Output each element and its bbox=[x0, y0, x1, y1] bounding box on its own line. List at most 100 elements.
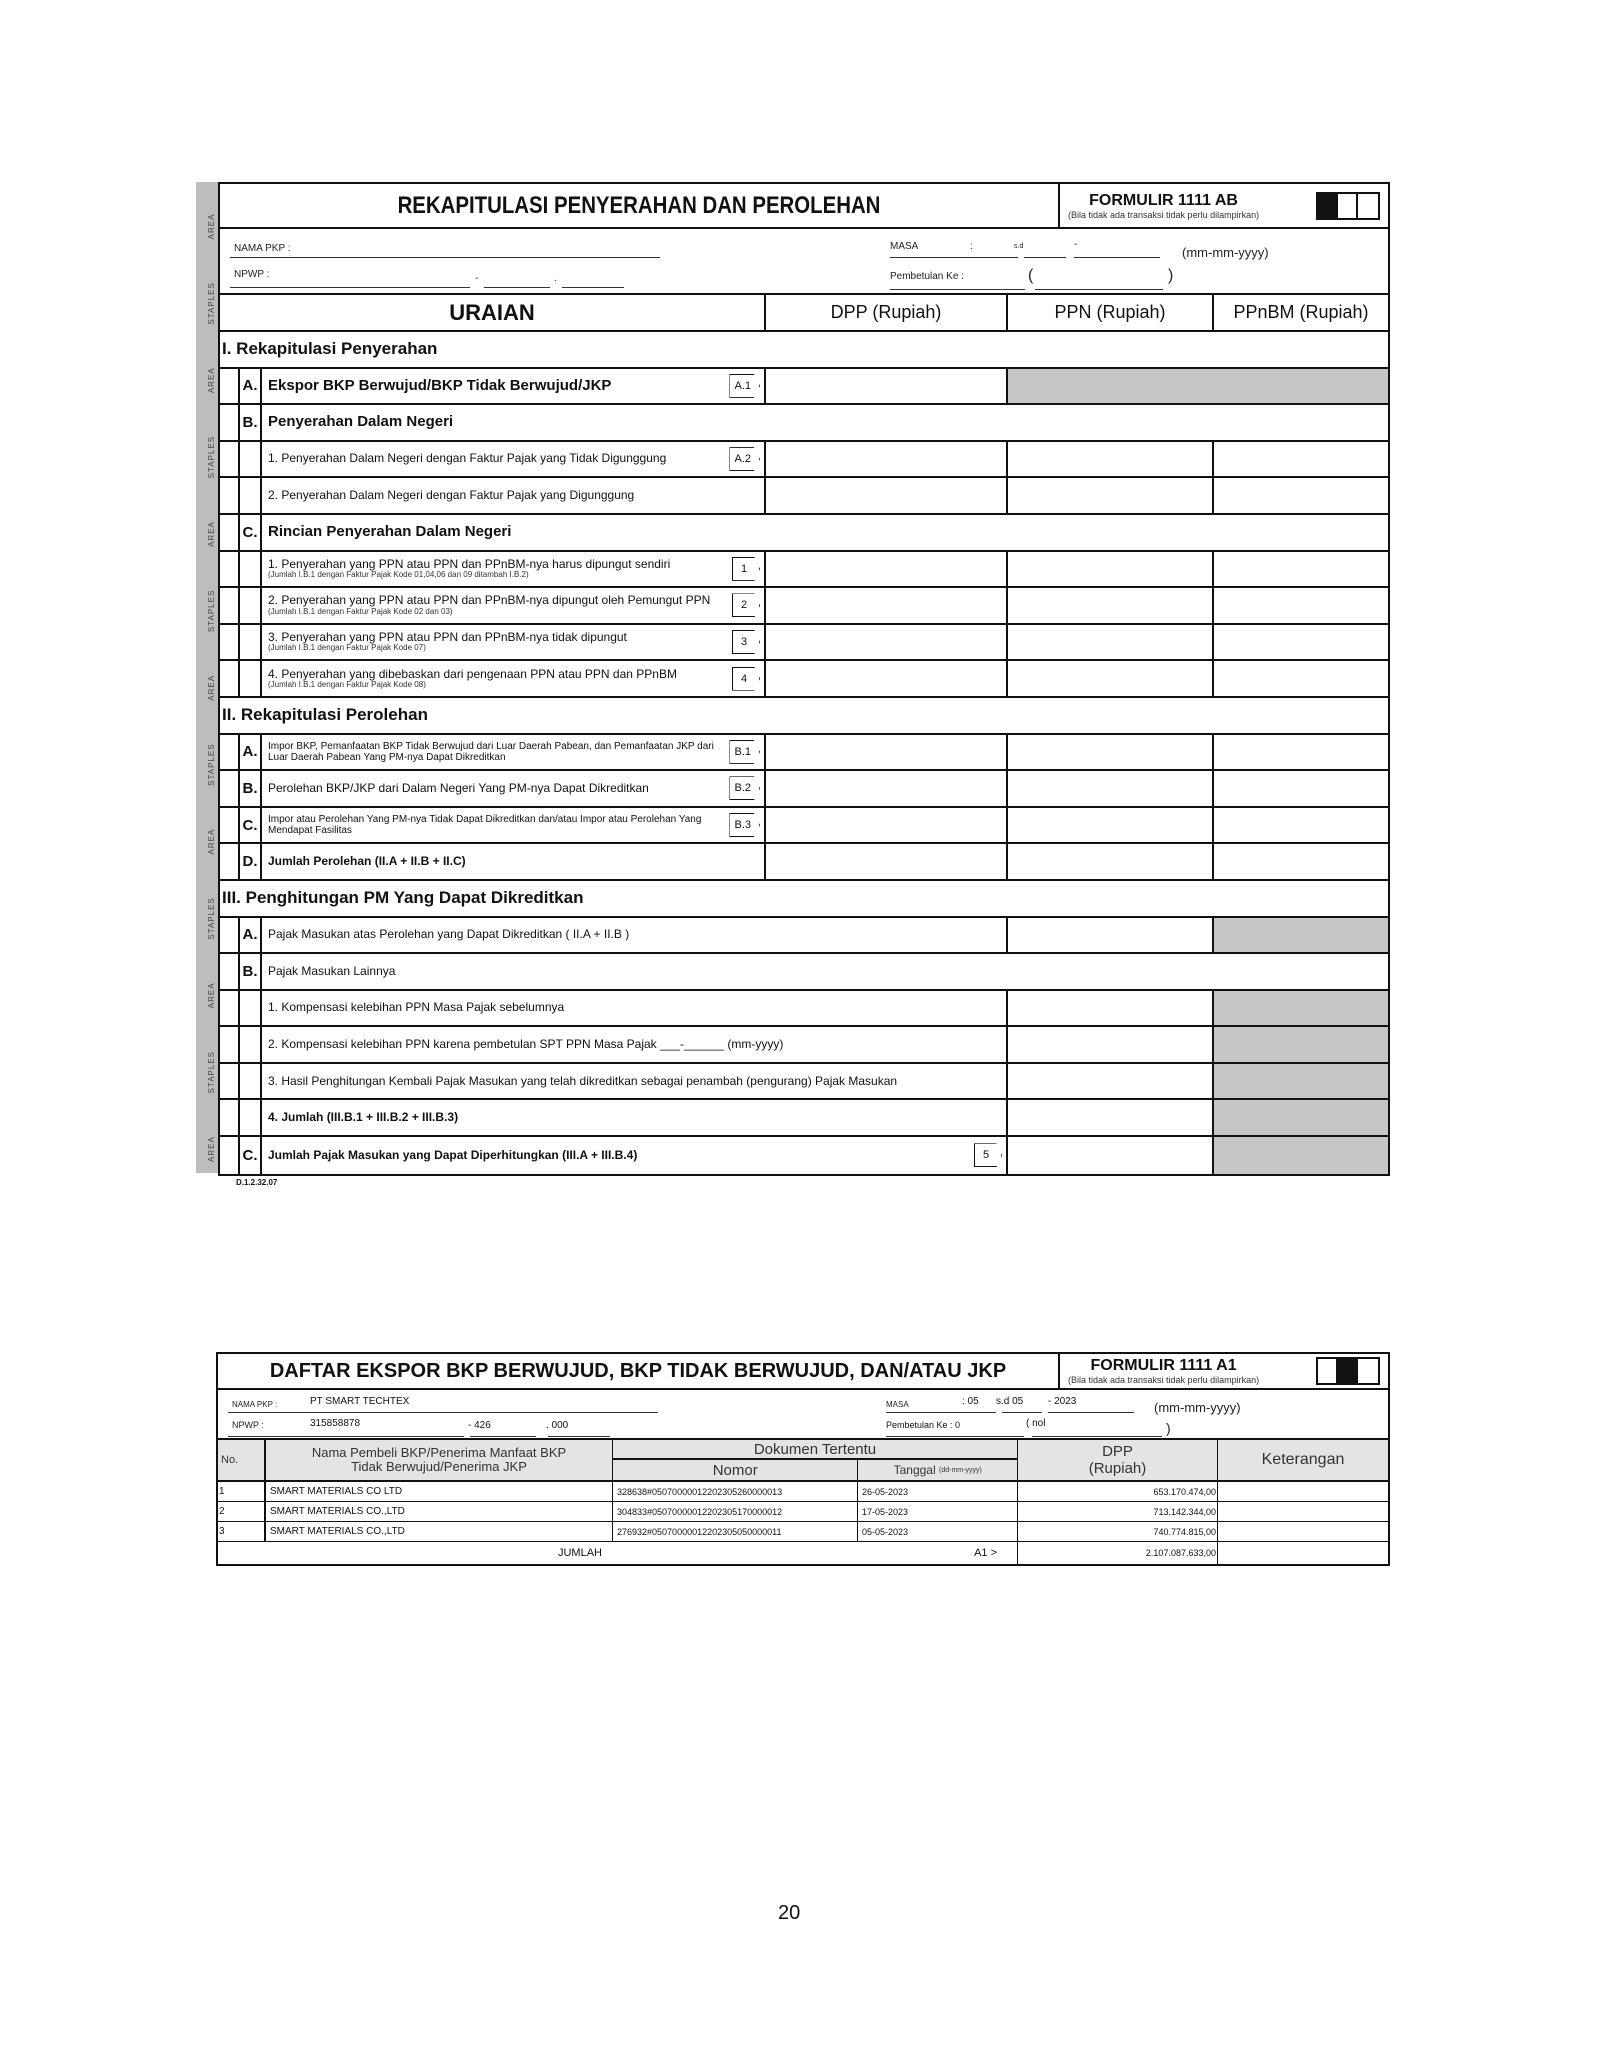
masa-to-value[interactable]: s.d 05 bbox=[996, 1396, 1024, 1407]
npwp-3-value[interactable]: . 000 bbox=[546, 1420, 569, 1431]
ppnbm-cell[interactable] bbox=[1212, 807, 1388, 843]
form-row: 3. Hasil Penghitungan Kembali Pajak Masu… bbox=[220, 1063, 1388, 1101]
ppnbm-cell[interactable] bbox=[1212, 990, 1388, 1026]
ppnbm-cell[interactable] bbox=[1212, 917, 1388, 953]
npwp-1-value[interactable]: 315858878 bbox=[310, 1418, 361, 1429]
ppn-cell[interactable] bbox=[1006, 1137, 1212, 1174]
masa-from-value[interactable]: : 05 bbox=[962, 1396, 979, 1407]
form-row: B. Pajak Masukan Lainnya bbox=[220, 954, 1388, 991]
dpp-cell[interactable] bbox=[764, 441, 1006, 477]
ppnbm-cell[interactable] bbox=[1212, 588, 1388, 623]
form-row: 1. Penyerahan Dalam Negeri dengan Faktur… bbox=[220, 441, 1388, 479]
npwp-2-value[interactable]: - 426 bbox=[468, 1420, 491, 1431]
ppn-cell[interactable] bbox=[1006, 734, 1212, 770]
ppn-cell[interactable] bbox=[1006, 551, 1212, 587]
ppn-cell[interactable] bbox=[1006, 624, 1212, 660]
npwp-field-1[interactable] bbox=[230, 287, 470, 288]
pembetulan-value[interactable]: Pembetulan Ke : 0 bbox=[886, 1420, 961, 1430]
masa-from-field[interactable] bbox=[890, 257, 1018, 258]
row-code-badge: A.1 bbox=[729, 373, 760, 398]
dpp-value: 653.170.474,00 bbox=[1017, 1482, 1217, 1501]
row-label: Pajak Masukan Lainnya bbox=[268, 963, 396, 978]
dpp-cell[interactable] bbox=[764, 368, 1006, 404]
ppn-cell[interactable] bbox=[1006, 441, 1212, 477]
pembetulan-text-field[interactable] bbox=[1035, 289, 1163, 290]
ppnbm-cell[interactable] bbox=[1212, 624, 1388, 660]
masa-year-field[interactable] bbox=[1074, 257, 1160, 258]
form-row: 2. Penyerahan yang PPN atau PPN dan PPnB… bbox=[220, 588, 1388, 625]
ppnbm-cell[interactable] bbox=[1212, 771, 1388, 806]
buyer-name: SMART MATERIALS CO LTD bbox=[264, 1482, 612, 1501]
dpp-cell[interactable] bbox=[764, 551, 1006, 587]
ppn-cell[interactable] bbox=[1006, 368, 1212, 404]
row-letter: B. bbox=[240, 771, 262, 806]
ppnbm-cell[interactable] bbox=[1212, 368, 1388, 404]
npwp-field-3[interactable] bbox=[562, 287, 624, 288]
ppnbm-cell[interactable] bbox=[1212, 478, 1388, 513]
ppn-cell[interactable] bbox=[1006, 1100, 1212, 1136]
staple-area-strip: AREA STAPLES AREA STAPLES AREA STAPLES A… bbox=[196, 182, 218, 1173]
export-table-header: No. Nama Pembeli BKP/Penerima Manfaat BK… bbox=[218, 1440, 1388, 1482]
ppn-cell[interactable] bbox=[1006, 588, 1212, 623]
nama-pkp-value[interactable]: PT SMART TECHTEX bbox=[310, 1396, 410, 1407]
masa-year-value[interactable]: - 2023 bbox=[1048, 1396, 1077, 1407]
pembetulan-text-value[interactable]: ( nol bbox=[1026, 1418, 1046, 1429]
row-label: Rincian Penyerahan Dalam Negeri bbox=[268, 523, 512, 541]
ppnbm-cell[interactable] bbox=[1212, 1027, 1388, 1062]
row-code-badge: B.1 bbox=[729, 739, 760, 764]
form-row: C. Rincian Penyerahan Dalam Negeri bbox=[220, 514, 1388, 552]
dpp-cell[interactable] bbox=[764, 478, 1006, 513]
dpp-cell[interactable] bbox=[764, 734, 1006, 770]
dpp-cell[interactable] bbox=[764, 807, 1006, 843]
row-letter: A. bbox=[240, 368, 262, 404]
form-marker-boxes bbox=[1316, 191, 1380, 220]
dpp-cell[interactable] bbox=[764, 588, 1006, 623]
row-letter bbox=[240, 441, 262, 477]
document-date: 17-05-2023 bbox=[857, 1502, 1017, 1521]
ppn-cell[interactable] bbox=[1006, 990, 1212, 1026]
row-letter: D. bbox=[240, 844, 262, 879]
form-row: B. Perolehan BKP/JKP dari Dalam Negeri Ya… bbox=[220, 771, 1388, 808]
dpp-cell[interactable] bbox=[764, 661, 1006, 696]
ppn-cell[interactable] bbox=[1006, 478, 1212, 513]
ppnbm-cell[interactable] bbox=[1212, 844, 1388, 879]
ppnbm-cell[interactable] bbox=[1212, 734, 1388, 770]
ppn-cell[interactable] bbox=[1006, 807, 1212, 843]
ppn-cell[interactable] bbox=[1006, 844, 1212, 879]
ppnbm-cell[interactable] bbox=[1212, 661, 1388, 696]
buyer-name: SMART MATERIALS CO.,LTD bbox=[264, 1502, 612, 1521]
column-header-row: URAIAN DPP (Rupiah) PPN (Rupiah) PPnBM (… bbox=[220, 295, 1388, 332]
ppn-cell[interactable] bbox=[1006, 917, 1212, 953]
dpp-cell[interactable] bbox=[764, 844, 1006, 879]
nama-pkp-field[interactable] bbox=[230, 257, 660, 258]
form-row: B. Penyerahan Dalam Negeri bbox=[220, 405, 1388, 442]
dpp-cell[interactable] bbox=[764, 624, 1006, 660]
ppn-cell[interactable] bbox=[1006, 771, 1212, 806]
dpp-cell[interactable] bbox=[764, 771, 1006, 806]
ppn-cell[interactable] bbox=[1006, 661, 1212, 696]
form2-note: (Bila tidak ada transaksi tidak perlu di… bbox=[1068, 1375, 1260, 1385]
form-row: 1. Penyerahan yang PPN atau PPN dan PPnB… bbox=[220, 551, 1388, 589]
section-title: II. Rekapitulasi Perolehan bbox=[222, 705, 428, 725]
keterangan bbox=[1217, 1482, 1388, 1501]
row-label: 2. Penyerahan yang PPN atau PPN dan PPnB… bbox=[268, 593, 711, 608]
row-letter: A. bbox=[240, 917, 262, 953]
ppnbm-cell[interactable] bbox=[1212, 1100, 1388, 1136]
ppnbm-cell[interactable] bbox=[1212, 551, 1388, 587]
section-title: III. Penghitungan PM Yang Dapat Dikredit… bbox=[222, 888, 584, 908]
ppnbm-cell[interactable] bbox=[1212, 1063, 1388, 1099]
row-code-badge: 2 bbox=[732, 593, 760, 618]
ppnbm-cell[interactable] bbox=[1212, 1137, 1388, 1174]
row-code-badge: 3 bbox=[732, 630, 760, 655]
jumlah-row: JUMLAH A1 > 2.107.087.633,00 bbox=[218, 1542, 1388, 1564]
row-letter: B. bbox=[240, 405, 262, 440]
npwp-field-2[interactable] bbox=[484, 287, 550, 288]
masa-to-field[interactable] bbox=[1024, 257, 1066, 258]
ppn-cell[interactable] bbox=[1006, 1027, 1212, 1062]
dpp-value: 713.142.344,00 bbox=[1017, 1502, 1217, 1521]
ppn-cell[interactable] bbox=[1006, 1063, 1212, 1099]
pembetulan-field[interactable] bbox=[890, 289, 1025, 290]
npwp-label: NPWP : bbox=[234, 269, 270, 280]
row-label: Jumlah Pajak Masukan yang Dapat Diperhit… bbox=[268, 1147, 638, 1162]
ppnbm-cell[interactable] bbox=[1212, 441, 1388, 477]
